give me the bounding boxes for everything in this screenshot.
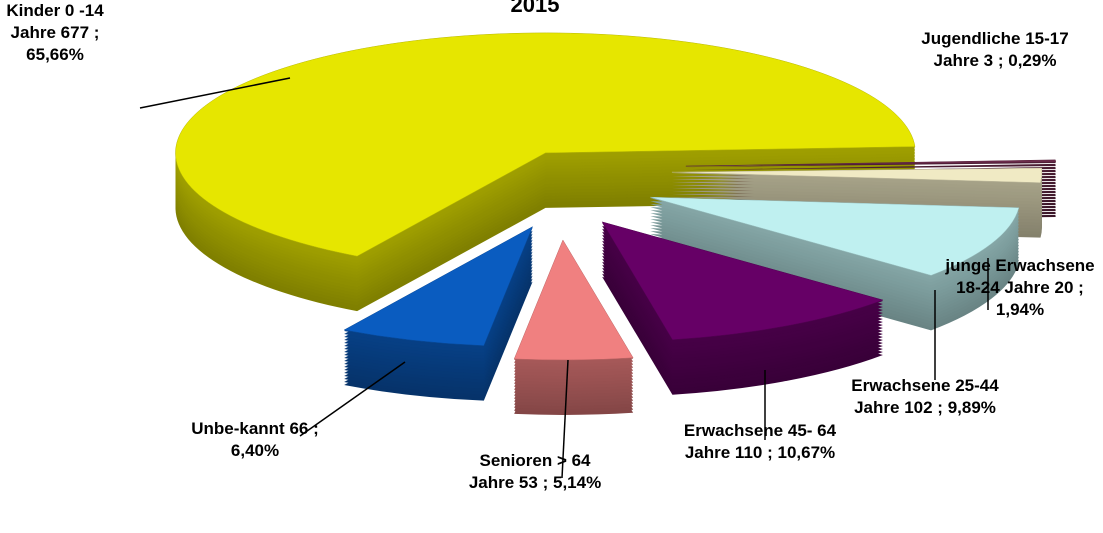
category: Erwachsene 45- 64 Jahre bbox=[683, 421, 837, 462]
category: Erwachsene 25-44 Jahre bbox=[851, 376, 999, 417]
data-label: Erwachsene 45- 64 Jahre 110 ; 10,67% bbox=[680, 420, 840, 464]
category: Unbe-kannt bbox=[191, 419, 285, 438]
percent: 10,67% bbox=[777, 443, 836, 462]
separator: ; bbox=[313, 419, 319, 438]
leader-line bbox=[561, 359, 569, 479]
data-label: Erwachsene 25-44 Jahre 102 ; 9,89% bbox=[845, 375, 1005, 419]
percent: 5,14% bbox=[552, 473, 602, 492]
data-label: Unbe-kannt 66 ; 6,40% bbox=[175, 418, 335, 462]
slice-side bbox=[685, 163, 1056, 171]
slice bbox=[175, 32, 916, 257]
percent: 9,89% bbox=[947, 398, 996, 417]
count: 53 bbox=[518, 473, 538, 492]
separator: ; bbox=[1078, 278, 1084, 297]
separator: ; bbox=[767, 443, 773, 462]
separator: ; bbox=[937, 398, 943, 417]
slice bbox=[685, 159, 1056, 167]
percent: 65,66% bbox=[26, 45, 84, 64]
percent: 6,40% bbox=[230, 441, 280, 460]
data-label: Jugendliche 15-17 Jahre 3 ; 0,29% bbox=[915, 28, 1075, 72]
count: 66 bbox=[289, 419, 309, 438]
count: 102 bbox=[904, 398, 933, 417]
separator: ; bbox=[93, 23, 100, 42]
count: 20 bbox=[1054, 278, 1074, 297]
slice bbox=[513, 239, 634, 361]
count: 677 bbox=[60, 23, 90, 42]
percent: 1,94% bbox=[995, 300, 1045, 319]
data-label: Senioren > 64 Jahre 53 ; 5,14% bbox=[455, 450, 615, 494]
category: Senioren > 64 Jahre bbox=[468, 451, 591, 492]
separator: ; bbox=[997, 51, 1004, 70]
percent: 0,29% bbox=[1008, 51, 1057, 70]
data-label: Kinder 0 -14 Jahre 677 ; 65,66% bbox=[0, 0, 120, 66]
slice bbox=[671, 167, 1043, 183]
count: 3 bbox=[983, 51, 994, 70]
slice bbox=[343, 226, 534, 346]
data-label: junge Erwachsene 18-24 Jahre 20 ; 1,94% bbox=[940, 255, 1100, 321]
category: Jugendliche 15-17 Jahre bbox=[921, 29, 1069, 70]
leader-line bbox=[299, 361, 406, 437]
leader-line bbox=[139, 77, 291, 109]
slice bbox=[650, 196, 1020, 276]
category: junge Erwachsene 18-24 Jahre bbox=[945, 256, 1095, 297]
chart-title: 2015 bbox=[510, 0, 560, 17]
category: Kinder 0 -14 Jahre bbox=[6, 1, 104, 42]
slice bbox=[601, 221, 884, 340]
separator: ; bbox=[542, 473, 549, 492]
count: 110 bbox=[734, 443, 763, 462]
